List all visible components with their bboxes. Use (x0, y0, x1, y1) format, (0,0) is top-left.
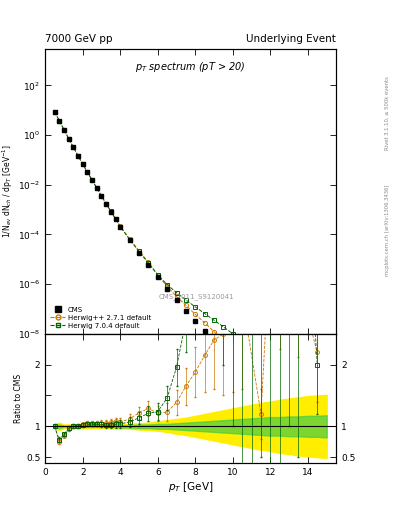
Legend: CMS, Herwig++ 2.7.1 default, Herwig 7.0.4 default: CMS, Herwig++ 2.7.1 default, Herwig 7.0.… (47, 304, 154, 332)
Text: Underlying Event: Underlying Event (246, 33, 336, 44)
Text: CMS_2011_S9120041: CMS_2011_S9120041 (159, 293, 234, 300)
Y-axis label: Ratio to CMS: Ratio to CMS (14, 374, 23, 423)
Y-axis label: 1/N$_{ev}$ dN$_{ch}$ / dp$_T$ [GeV$^{-1}$]: 1/N$_{ev}$ dN$_{ch}$ / dp$_T$ [GeV$^{-1}… (1, 144, 15, 238)
Text: mcplots.cern.ch [arXiv:1306.3436]: mcplots.cern.ch [arXiv:1306.3436] (385, 185, 389, 276)
Text: 7000 GeV pp: 7000 GeV pp (45, 33, 113, 44)
Text: $p_T$ spectrum (pT > 20): $p_T$ spectrum (pT > 20) (135, 60, 246, 74)
X-axis label: $p_T$ [GeV]: $p_T$ [GeV] (168, 480, 213, 494)
Text: Rivet 3.1.10, ≥ 500k events: Rivet 3.1.10, ≥ 500k events (385, 76, 389, 150)
